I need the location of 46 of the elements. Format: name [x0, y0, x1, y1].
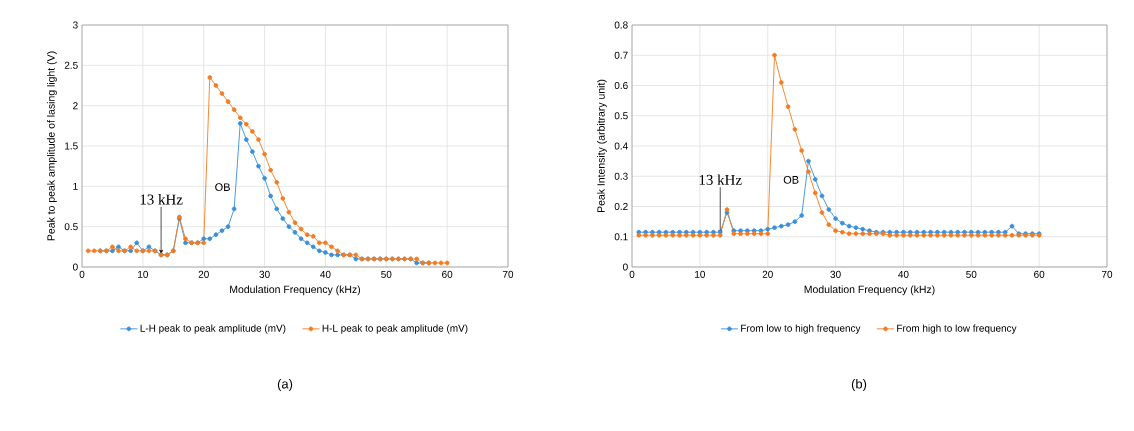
y-tick-label: 0.2	[614, 202, 628, 211]
legend-label: From high to low frequency	[897, 324, 1017, 334]
x-tick-label: 50	[381, 270, 392, 278]
legend-label: From low to high frequency	[741, 324, 861, 334]
y-tick-label: 0.5	[64, 223, 78, 231]
y-tick-label: 1	[73, 182, 78, 190]
legend-label: L-H peak to peak amplitude (mV)	[140, 324, 286, 334]
x-tick-label: 10	[138, 270, 149, 278]
x-tick-label: 20	[762, 270, 773, 278]
annotation: 13 kHz	[140, 194, 183, 205]
x-tick-label: 60	[442, 270, 453, 278]
x-tick-label: 70	[1101, 270, 1113, 278]
y-tick-label: 0.1	[614, 233, 628, 241]
y-tick-label: 0	[623, 263, 628, 271]
y-tick-label: 0.3	[614, 172, 628, 180]
y-tick-label: 0.5	[614, 112, 628, 120]
annotation: OB	[783, 176, 799, 184]
x-tick-label: 40	[320, 270, 331, 278]
y-tick-label: 0.8	[614, 21, 628, 29]
y-tick-label: 1.5	[65, 142, 78, 150]
y-axis-title: Peak to peak amplitude of lasing light (V)	[47, 51, 57, 241]
x-axis-title: Modulation Frequency (kHz)	[230, 285, 361, 296]
x-tick-label: 50	[966, 270, 977, 278]
x-tick-label: 30	[259, 270, 270, 278]
y-tick-label: 2	[73, 102, 78, 110]
x-tick-label: 10	[695, 270, 706, 278]
x-tick-label: 40	[898, 270, 909, 278]
x-tick-label: 70	[502, 270, 514, 278]
y-tick-label: 0	[73, 263, 78, 271]
text: (b)	[851, 378, 867, 392]
y-tick-label: 3	[72, 21, 78, 29]
text: (a)	[277, 378, 293, 392]
y-tick-label: 0.7	[614, 51, 628, 59]
y-tick-label: 0.4	[614, 142, 628, 150]
y-tick-label: 0.6	[614, 81, 628, 90]
legend-label: H-L peak to peak amplitude (mV)	[322, 324, 468, 334]
x-axis-title: Modulation Frequency (kHz)	[804, 285, 935, 296]
x-tick-label: 30	[830, 270, 841, 278]
annotation: 13 kHz	[699, 174, 742, 185]
x-tick-label: 0	[629, 270, 635, 278]
annotation: OB	[215, 183, 230, 192]
y-tick-label: 2.5	[64, 61, 78, 69]
x-tick-label: 20	[198, 270, 209, 278]
x-tick-label: 60	[1034, 270, 1045, 278]
y-axis-title: Peak Intensity (arbitrary unit)	[597, 79, 607, 212]
x-tick-label: 0	[79, 270, 85, 278]
